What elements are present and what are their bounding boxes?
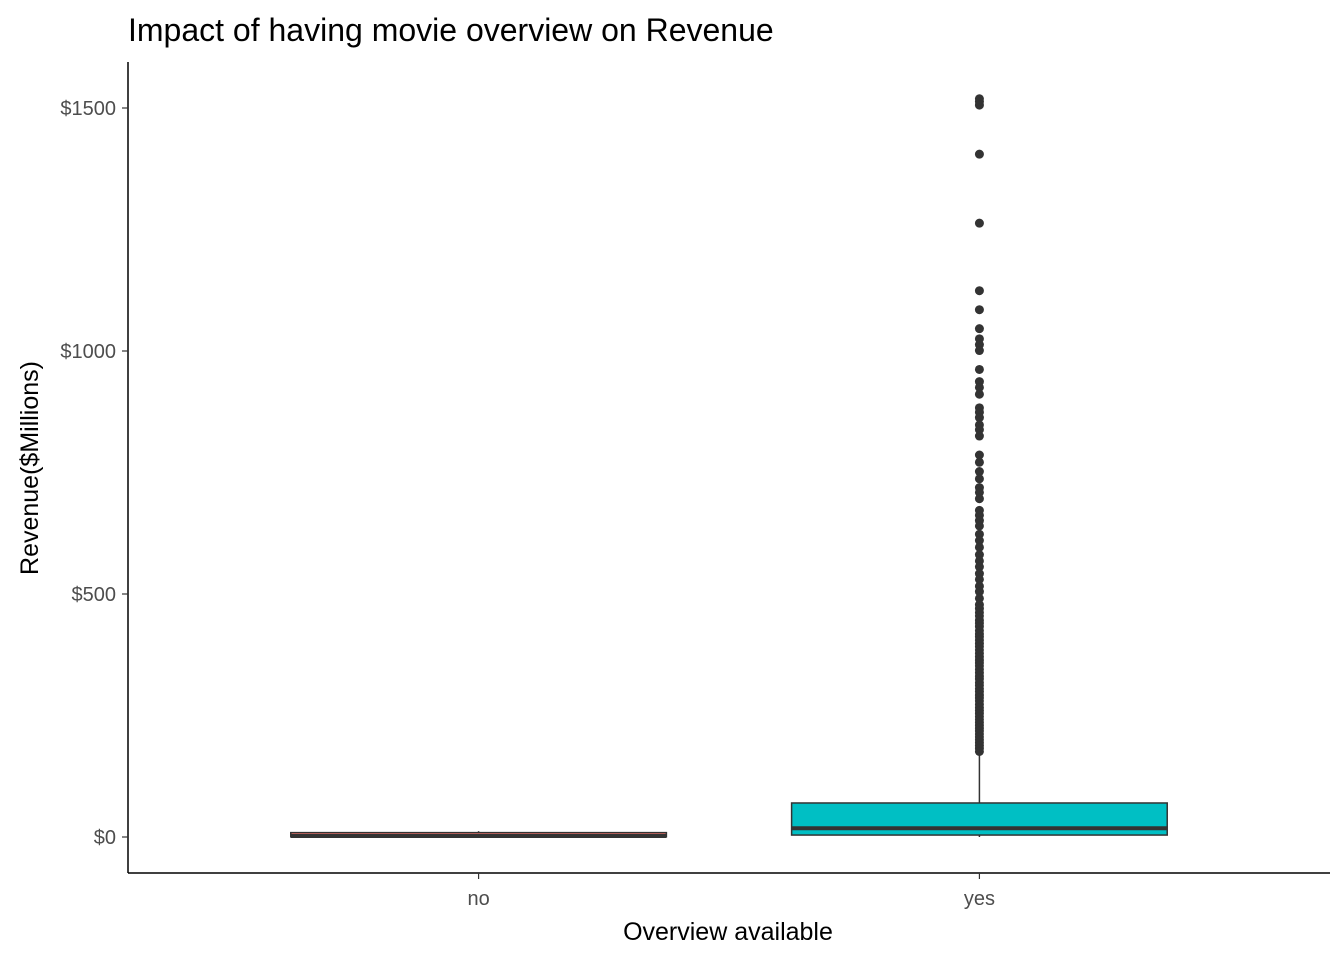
outlier-point <box>974 542 984 552</box>
y-tick-label: $1500 <box>60 98 116 120</box>
outlier-point <box>974 286 984 296</box>
chart-title: Impact of having movie overview on Reven… <box>128 12 774 48</box>
box-no <box>290 831 668 839</box>
outlier-point <box>974 467 984 477</box>
outlier-point <box>974 587 984 597</box>
box-yes <box>790 94 1168 837</box>
y-tick-label: $500 <box>72 584 117 606</box>
outlier-point <box>974 562 984 572</box>
outlier-point <box>974 305 984 315</box>
outlier-point <box>974 536 984 546</box>
x-axis-ticks: no yes <box>467 873 995 910</box>
outlier-point <box>974 346 984 356</box>
outlier-point <box>974 494 984 504</box>
outlier-point <box>974 382 984 392</box>
outlier-point <box>974 100 984 110</box>
y-axis-ticks: $0 $500 $1000 $1500 <box>60 98 128 849</box>
outlier-point <box>974 574 984 584</box>
outlier-point <box>974 474 984 484</box>
outlier-point <box>974 324 984 334</box>
y-tick-label: $1000 <box>60 341 116 363</box>
y-axis-title: Revenue($Millions) <box>16 361 44 575</box>
outlier-point <box>974 550 984 560</box>
x-tick-label: yes <box>964 888 995 910</box>
outlier-point <box>974 218 984 228</box>
outlier-point <box>974 413 984 423</box>
outlier-point <box>974 521 984 531</box>
x-axis-title: Overview available <box>623 918 833 946</box>
outlier-point <box>974 149 984 159</box>
outlier-point <box>974 431 984 441</box>
outlier-point <box>974 425 984 435</box>
outlier-point <box>974 457 984 467</box>
y-tick-label: $0 <box>94 827 116 849</box>
outlier-point <box>974 593 984 603</box>
outlier-point <box>974 450 984 460</box>
x-tick-label: no <box>467 888 489 910</box>
outlier-point <box>974 364 984 374</box>
outlier-point <box>974 487 984 497</box>
outlier-point <box>974 746 984 756</box>
outlier-point <box>974 389 984 399</box>
plot-area <box>290 94 1168 839</box>
outlier-point <box>974 529 984 539</box>
